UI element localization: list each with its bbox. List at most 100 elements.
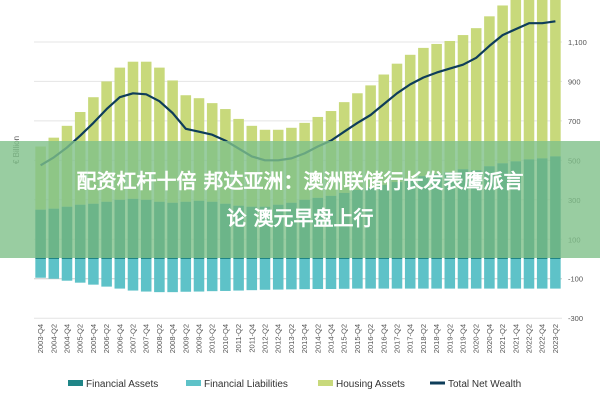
y-tick-label: 700 [568, 117, 581, 126]
financial-liabilities-bar [140, 259, 152, 292]
housing-assets-bar [470, 28, 482, 171]
financial-liabilities-bar [404, 259, 416, 289]
y-tick-label: -100 [568, 275, 583, 284]
housing-assets-bar [365, 85, 376, 188]
legend: Financial Assets Financial Liabilities Hou… [68, 379, 521, 390]
y-tick-label: 1,100 [568, 38, 587, 47]
x-tick-label: 2017-Q4 [406, 324, 415, 353]
x-tick-label: 2008-Q4 [168, 324, 177, 353]
financial-liabilities-bar [114, 259, 126, 289]
housing-assets-bar [484, 16, 495, 167]
x-tick-label: 2022-Q2 [525, 324, 534, 353]
y-tick-label: -300 [568, 314, 583, 323]
x-tick-label: 2015-Q4 [353, 324, 362, 353]
financial-liabilities-bar [101, 259, 112, 287]
financial-liabilities-bar [88, 259, 99, 285]
housing-assets-bar [523, 0, 535, 160]
financial-liabilities-bar [220, 259, 231, 291]
financial-liabilities-bar [312, 259, 324, 289]
x-tick-label: 2018-Q4 [432, 324, 441, 353]
x-tick-label: 2004-Q2 [49, 324, 58, 353]
x-tick-label: 2012-Q4 [274, 324, 283, 353]
legend-label: Financial Liabilities [204, 379, 288, 390]
financial-liabilities-bar [206, 259, 218, 292]
x-tick-label: 2003-Q4 [36, 324, 45, 353]
financial-liabilities-bar [470, 259, 482, 289]
legend-label: Housing Assets [336, 379, 405, 390]
y-tick-label: 900 [568, 77, 581, 86]
legend-label: Financial Assets [86, 379, 158, 390]
housing-assets-bar [140, 61, 152, 200]
x-tick-label: 2008-Q2 [155, 324, 164, 353]
financial-liabilities-bar [127, 259, 139, 291]
x-tick-label: 2010-Q2 [208, 324, 217, 353]
financial-liabilities-bar [325, 259, 337, 289]
x-tick-label: 2016-Q2 [366, 324, 375, 353]
housing-assets-bar [154, 67, 165, 202]
housing-assets-bar [497, 5, 508, 164]
financial-liabilities-bar [233, 259, 244, 291]
x-tick-label: 2010-Q4 [221, 324, 230, 353]
housing-assets-bar [114, 67, 126, 200]
x-tick-label: 2006-Q4 [115, 324, 124, 353]
financial-liabilities-bar [457, 259, 469, 289]
financial-liabilities-bar [378, 259, 390, 289]
financial-liabilities-bar [444, 259, 456, 289]
financial-liabilities-bar [523, 259, 535, 289]
financial-liabilities-bar [167, 259, 178, 293]
x-tick-label: 2007-Q2 [129, 324, 138, 353]
financial-liabilities-bar [193, 259, 205, 292]
housing-assets-bar [391, 63, 403, 183]
housing-assets-bar [404, 54, 416, 180]
banner-line-1: 配资杠杆十倍 邦达亚洲：澳洲联储行长发表鹰派言 [77, 169, 524, 193]
x-tick-label: 2005-Q2 [76, 324, 85, 353]
financial-liabilities-bar [61, 259, 73, 281]
legend-swatch [186, 380, 201, 386]
housing-assets-bar [431, 43, 442, 175]
financial-liabilities-bar [259, 259, 271, 290]
legend-swatch [430, 381, 445, 385]
legend-label: Total Net Wealth [448, 379, 521, 390]
housing-assets-bar [550, 0, 561, 157]
legend-swatch [318, 380, 333, 386]
x-tick-label: 2013-Q4 [300, 324, 309, 353]
x-tick-label: 2021-Q2 [498, 324, 507, 353]
banner-line-2: 论 澳元早盘上行 [227, 206, 374, 230]
x-tick-label: 2011-Q2 [234, 324, 243, 353]
x-tick-label: 2021-Q4 [511, 324, 520, 353]
financial-liabilities-bar [338, 259, 350, 289]
x-tick-label: 2022-Q4 [538, 324, 547, 353]
housing-assets-bar [457, 35, 469, 170]
financial-liabilities-bar [154, 259, 165, 293]
x-tick-label: 2004-Q4 [63, 324, 72, 353]
x-tick-label: 2015-Q2 [340, 324, 349, 353]
financial-liabilities-bar [286, 259, 297, 290]
housing-assets-bar [536, 0, 548, 159]
financial-liabilities-bar [35, 259, 46, 278]
x-tick-label: 2006-Q2 [102, 324, 111, 353]
x-tick-label: 2009-Q2 [181, 324, 190, 353]
x-tick-label: 2019-Q2 [445, 324, 454, 353]
financial-liabilities-bar [74, 259, 86, 283]
x-tick-label: 2005-Q4 [89, 324, 98, 353]
financial-liabilities-bar [48, 259, 60, 279]
financial-liabilities-bar [391, 259, 403, 289]
x-tick-label: 2009-Q4 [195, 324, 204, 353]
legend-swatch [68, 380, 83, 386]
financial-liabilities-bar [272, 259, 284, 290]
x-tick-label: 2020-Q2 [472, 324, 481, 353]
x-tick-label: 2020-Q4 [485, 324, 494, 353]
housing-assets-bar [378, 74, 390, 186]
financial-liabilities-bar [431, 259, 442, 289]
housing-assets-bar [127, 61, 139, 199]
financial-liabilities-bar [352, 259, 363, 289]
x-tick-label: 2014-Q2 [313, 324, 322, 353]
x-tick-label: 2023-Q2 [551, 324, 560, 353]
x-tick-label: 2014-Q4 [327, 324, 336, 353]
x-tick-label: 2011-Q4 [247, 324, 256, 353]
financial-liabilities-bar [180, 259, 192, 292]
banner-overlay [0, 141, 600, 258]
x-tick-label: 2013-Q2 [287, 324, 296, 353]
financial-liabilities-bar [365, 259, 376, 289]
